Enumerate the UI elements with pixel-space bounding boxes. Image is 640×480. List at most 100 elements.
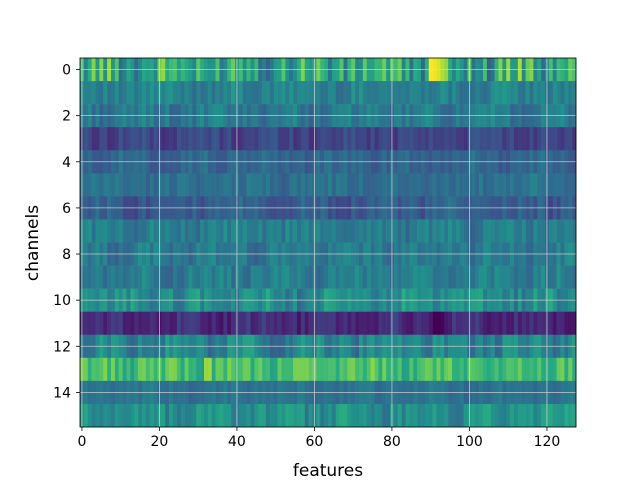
heatmap-cell (269, 265, 275, 289)
heatmap-cell (537, 311, 542, 336)
heatmap-cell (87, 403, 92, 428)
heatmap-cell (494, 403, 499, 428)
heatmap-cell (114, 81, 120, 105)
heatmap-cell (382, 219, 387, 243)
heatmap-cell (521, 173, 526, 197)
heatmap-cell (103, 173, 108, 197)
heatmap-cell (308, 127, 313, 151)
heatmap-cell (142, 403, 147, 428)
heatmap-cell (149, 173, 154, 197)
heatmap-cell (149, 219, 154, 243)
heatmap-cell (552, 357, 557, 382)
heatmap-cell (176, 173, 182, 197)
heatmap-cell (359, 265, 364, 289)
heatmap-cell (192, 219, 197, 243)
heatmap-cell (459, 403, 464, 428)
heatmap-cell (370, 219, 375, 243)
heatmap-cell (254, 403, 259, 428)
heatmap-cell (316, 265, 321, 289)
heatmap-cell (246, 311, 251, 336)
heatmap-cell (227, 403, 232, 428)
heatmap-cell (269, 173, 275, 197)
heatmap-cell (359, 403, 364, 428)
heatmap-cell (107, 311, 112, 336)
heatmap-cell (273, 81, 278, 105)
heatmap-cell (87, 127, 92, 151)
heatmap-cell (165, 127, 170, 151)
heatmap-cell (161, 81, 166, 105)
heatmap-cell (502, 403, 507, 428)
heatmap-cell (552, 219, 557, 243)
y-tick-label: 2 (62, 109, 71, 125)
heatmap-cell (343, 265, 348, 289)
heatmap-cell (188, 173, 193, 197)
heatmap-cell (370, 127, 375, 151)
heatmap-cell (297, 311, 302, 336)
heatmap-cell (506, 311, 511, 336)
heatmap-cell (300, 173, 306, 197)
heatmap-cell (130, 357, 135, 382)
heatmap-cell (281, 219, 286, 243)
heatmap-cell (211, 357, 216, 382)
heatmap-cell (316, 81, 321, 105)
heatmap-cell (281, 403, 286, 428)
heatmap-cell (165, 357, 170, 382)
heatmap-cell (362, 357, 368, 382)
heatmap-cell (289, 265, 294, 289)
heatmap-cell (188, 265, 193, 289)
heatmap-cell (238, 311, 244, 336)
heatmap-cell (289, 127, 294, 151)
heatmap-cell (498, 219, 503, 243)
heatmap-cell (192, 81, 197, 105)
heatmap-cell (444, 311, 449, 336)
heatmap-cell (114, 357, 120, 382)
y-tick-label: 12 (53, 339, 71, 355)
grid-lines (80, 58, 576, 427)
heatmap-cell (111, 311, 116, 336)
heatmap-cell (343, 357, 348, 382)
heatmap-cell (514, 311, 519, 336)
heatmap-cell (138, 403, 143, 428)
heatmap-cell (122, 81, 127, 105)
heatmap-cell (479, 81, 484, 105)
heatmap-cell (250, 265, 255, 289)
heatmap-cell (99, 403, 104, 428)
heatmap-cell (382, 173, 387, 197)
heatmap-cell (242, 173, 247, 197)
heatmap-cell (448, 265, 453, 289)
heatmap-cell (122, 311, 127, 336)
heatmap-cell (277, 173, 282, 197)
heatmap-cell (87, 219, 92, 243)
heatmap-cell (366, 265, 371, 289)
heatmap-cell (246, 81, 251, 105)
heatmap-cell (421, 81, 426, 105)
heatmap-cell (471, 265, 476, 289)
heatmap-cell (436, 357, 441, 382)
heatmap-cell (134, 81, 139, 105)
heatmap-cell (254, 173, 259, 197)
heatmap-cell (401, 219, 406, 243)
heatmap-cell (506, 357, 511, 382)
heatmap-cell (556, 81, 561, 105)
heatmap-cell (324, 403, 329, 428)
heatmap-cell (417, 357, 422, 382)
heatmap-cell (452, 127, 457, 151)
heatmap-cell (122, 219, 127, 243)
heatmap-cell (246, 265, 251, 289)
heatmap-cell (200, 403, 205, 428)
heatmap-cell (564, 357, 569, 382)
heatmap-cell (463, 173, 468, 197)
heatmap-cell (347, 127, 352, 151)
heatmap-cell (556, 173, 561, 197)
heatmap-cell (510, 81, 515, 105)
heatmap-cell (219, 265, 224, 289)
heatmap-cell (273, 265, 278, 289)
heatmap-cell (258, 311, 263, 336)
heatmap-cell (289, 81, 294, 105)
heatmap-cell (227, 357, 232, 382)
heatmap-cell (328, 265, 333, 289)
heatmap-cell (374, 311, 379, 336)
heatmap-cell (204, 127, 209, 151)
heatmap-cell (180, 265, 185, 289)
heatmap-cell (448, 81, 453, 105)
